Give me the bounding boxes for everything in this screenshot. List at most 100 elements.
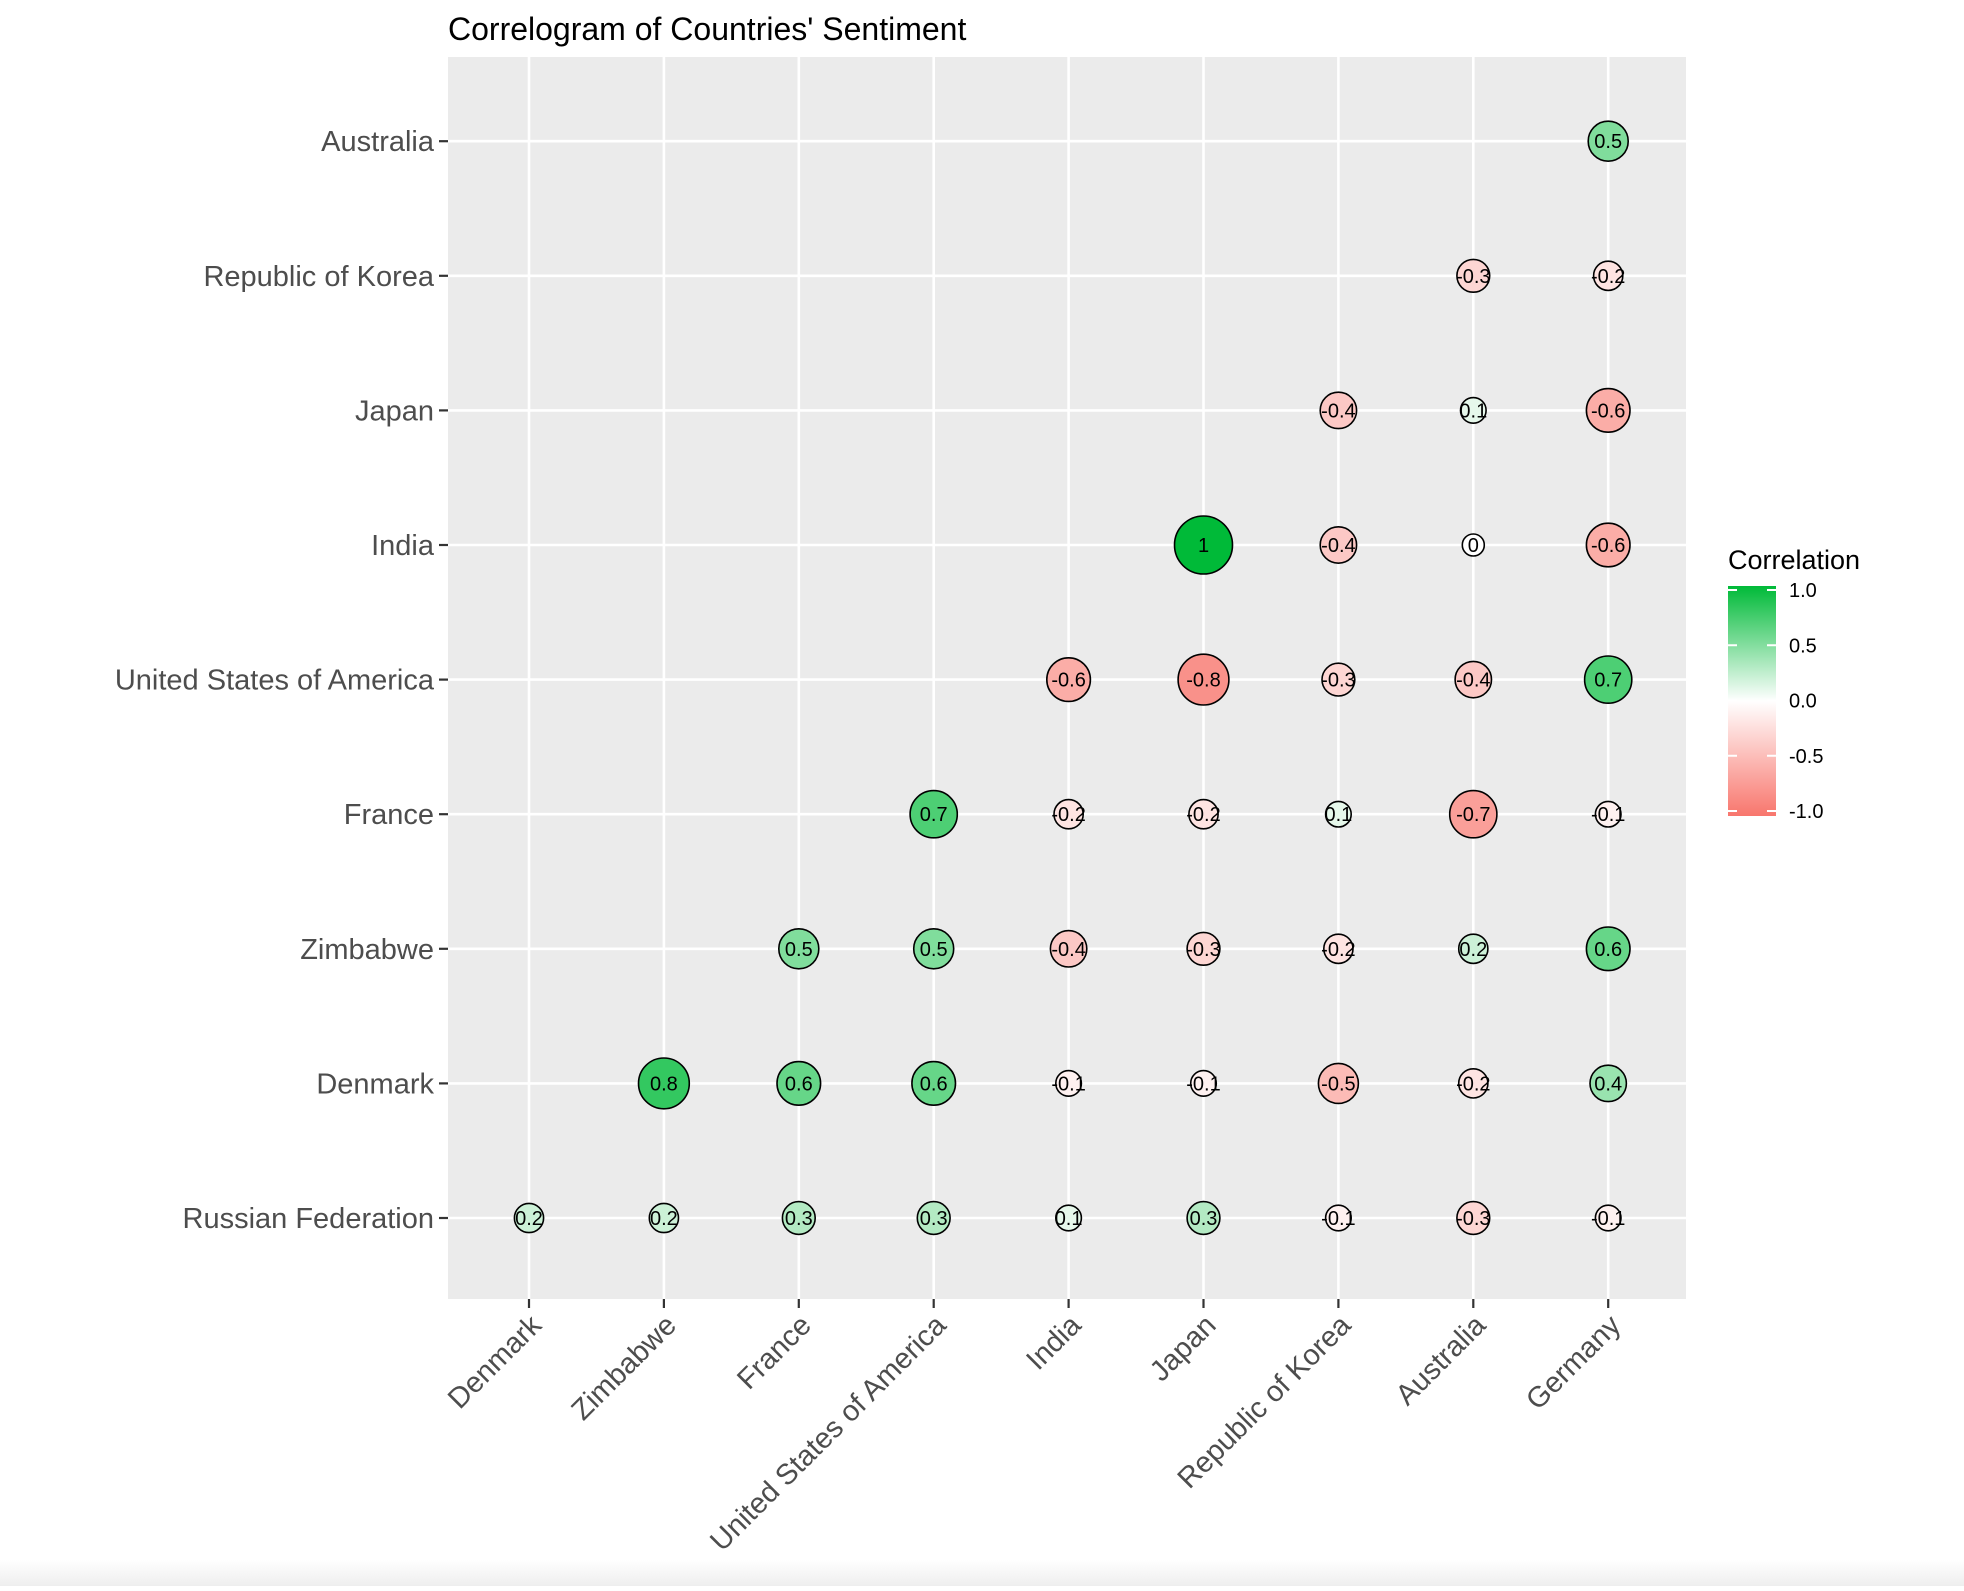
correlation-bubble — [1045, 656, 1092, 703]
y-tick-label: India — [371, 530, 435, 562]
bubble-value-label: -0.2 — [1321, 939, 1355, 961]
bubble-value-label: 0.6 — [1594, 939, 1622, 961]
bubble-value-label: -0.1 — [1591, 1208, 1625, 1230]
correlation-bubble — [1585, 522, 1631, 568]
bubble-value-label: 0.1 — [1055, 1208, 1083, 1230]
correlation-bubble — [1321, 662, 1356, 697]
legend-tick-label: 1.0 — [1789, 580, 1817, 602]
bubble-value-label: -0.2 — [1051, 804, 1085, 826]
bubble-value-label: 0.6 — [785, 1073, 813, 1095]
legend-tick-label: -0.5 — [1789, 746, 1823, 768]
bubble-value-label: -0.3 — [1456, 266, 1490, 288]
correlation-bubble — [1589, 1064, 1628, 1103]
bubble-value-label: 0.7 — [1594, 670, 1622, 692]
correlation-bubble — [1319, 391, 1358, 430]
bubble-value-label: -0.2 — [1186, 804, 1220, 826]
bubble-value-label: 0.5 — [920, 939, 948, 961]
bubble-value-label: -0.6 — [1591, 535, 1625, 557]
y-tick-label: Japan — [355, 395, 434, 427]
correlation-bubble — [648, 1202, 680, 1234]
correlation-bubble — [1461, 533, 1486, 557]
correlation-bubble — [776, 1060, 822, 1106]
bubble-value-label: 0.6 — [920, 1073, 948, 1095]
y-tick-label: United States of America — [115, 665, 435, 697]
correlation-bubble — [1585, 926, 1631, 972]
bubble-value-label: -0.2 — [1591, 266, 1625, 288]
correlation-bubble — [1053, 798, 1085, 830]
legend-tick-label: -1.0 — [1789, 801, 1823, 823]
correlation-bubble — [1049, 929, 1088, 968]
bubble-value-label: 0.3 — [1190, 1208, 1218, 1230]
correlation-bubble — [1319, 525, 1358, 564]
correlation-bubble — [1189, 1069, 1218, 1097]
correlation-bubble — [513, 1202, 545, 1234]
correlation-bubble — [1317, 1062, 1360, 1105]
x-tick-label: Zimbabwe — [566, 1309, 683, 1426]
y-tick-label: Australia — [321, 126, 435, 158]
bubble-value-label: 0.2 — [1459, 939, 1487, 961]
bubbles: 0.5 -0.3 -0.2 -0.4 0.1 -0.6 1 -0.4 0 -0.6 -0.6 -0.8… — [513, 120, 1633, 1236]
correlation-bubble — [1054, 1069, 1083, 1097]
bubble-value-label: -0.4 — [1321, 400, 1355, 422]
legend-tick-label: 0.5 — [1789, 635, 1817, 657]
bubble-value-label: -0.4 — [1321, 535, 1355, 557]
bubble-value-label: 0.1 — [1459, 400, 1487, 422]
correlation-bubble — [911, 1060, 957, 1106]
bubble-value-label: -0.8 — [1186, 670, 1220, 692]
correlation-bubble — [1456, 1200, 1491, 1236]
bubble-value-label: 0.3 — [920, 1208, 948, 1230]
y-tick-label: Republic of Korea — [203, 261, 434, 293]
bubble-value-label: -0.1 — [1591, 804, 1625, 826]
bubble-value-label: -0.4 — [1456, 670, 1490, 692]
y-tick-label: Zimbabwe — [300, 934, 434, 966]
correlation-bubble — [777, 927, 820, 970]
correlation-bubble — [1173, 515, 1234, 575]
bubble-value-label: -0.3 — [1186, 939, 1220, 961]
x-tick-label: Japan — [1144, 1309, 1222, 1387]
correlation-bubble — [1324, 800, 1352, 828]
bubble-value-label: -0.2 — [1456, 1073, 1490, 1095]
window-bottom-edge — [0, 1560, 1964, 1586]
bubble-value-label: 0.8 — [650, 1073, 678, 1095]
correlation-bubble — [1188, 798, 1219, 830]
correlation-bubble — [1177, 653, 1230, 706]
x-tick-label: India — [1020, 1309, 1088, 1377]
bubble-value-label: 0 — [1468, 535, 1479, 557]
y-tick-label: France — [344, 799, 434, 831]
bubble-value-label: -0.4 — [1051, 939, 1085, 961]
correlation-bubble — [1054, 1204, 1083, 1232]
bubble-value-label: 1 — [1198, 535, 1209, 557]
legend: Correlation 1.0 0.5 0.0 -0.5 -1.0 — [1728, 545, 1860, 823]
bubble-value-label: 0.5 — [785, 939, 813, 961]
bubble-value-label: 0.4 — [1594, 1073, 1622, 1095]
bubble-value-label: 0.2 — [515, 1208, 543, 1230]
correlation-bubble — [1594, 800, 1622, 828]
correlation-bubble — [1323, 933, 1354, 965]
bubble-value-label: 0.3 — [785, 1208, 813, 1230]
correlation-bubble — [1592, 260, 1624, 292]
correlation-bubble — [1324, 1204, 1352, 1232]
correlation-bubble — [1583, 655, 1633, 705]
bubble-value-label: -0.1 — [1186, 1073, 1220, 1095]
correlation-bubble — [1186, 1200, 1221, 1236]
bubble-value-label: 0.7 — [920, 804, 948, 826]
x-tick-label: Denmark — [442, 1309, 548, 1415]
correlation-bubble — [1456, 258, 1491, 293]
correlation-bubble — [637, 1057, 691, 1110]
correlation-bubble — [1457, 1068, 1489, 1099]
bubble-value-label: -0.5 — [1321, 1073, 1355, 1095]
x-tick-label: France — [731, 1309, 817, 1395]
correlation-bubble — [1587, 120, 1629, 162]
bubble-value-label: -0.6 — [1591, 400, 1625, 422]
x-tick-label: Australia — [1390, 1309, 1493, 1412]
correlation-bubble — [912, 927, 955, 970]
correlation-bubble — [1454, 660, 1493, 699]
correlation-bubble — [909, 789, 959, 839]
y-tick-label: Russian Federation — [183, 1203, 434, 1235]
bubble-value-label: -0.7 — [1456, 804, 1490, 826]
bubble-value-label: -0.6 — [1051, 670, 1085, 692]
correlation-bubble — [1585, 387, 1631, 434]
bubble-value-label: -0.1 — [1051, 1073, 1085, 1095]
correlation-bubble — [781, 1200, 816, 1236]
